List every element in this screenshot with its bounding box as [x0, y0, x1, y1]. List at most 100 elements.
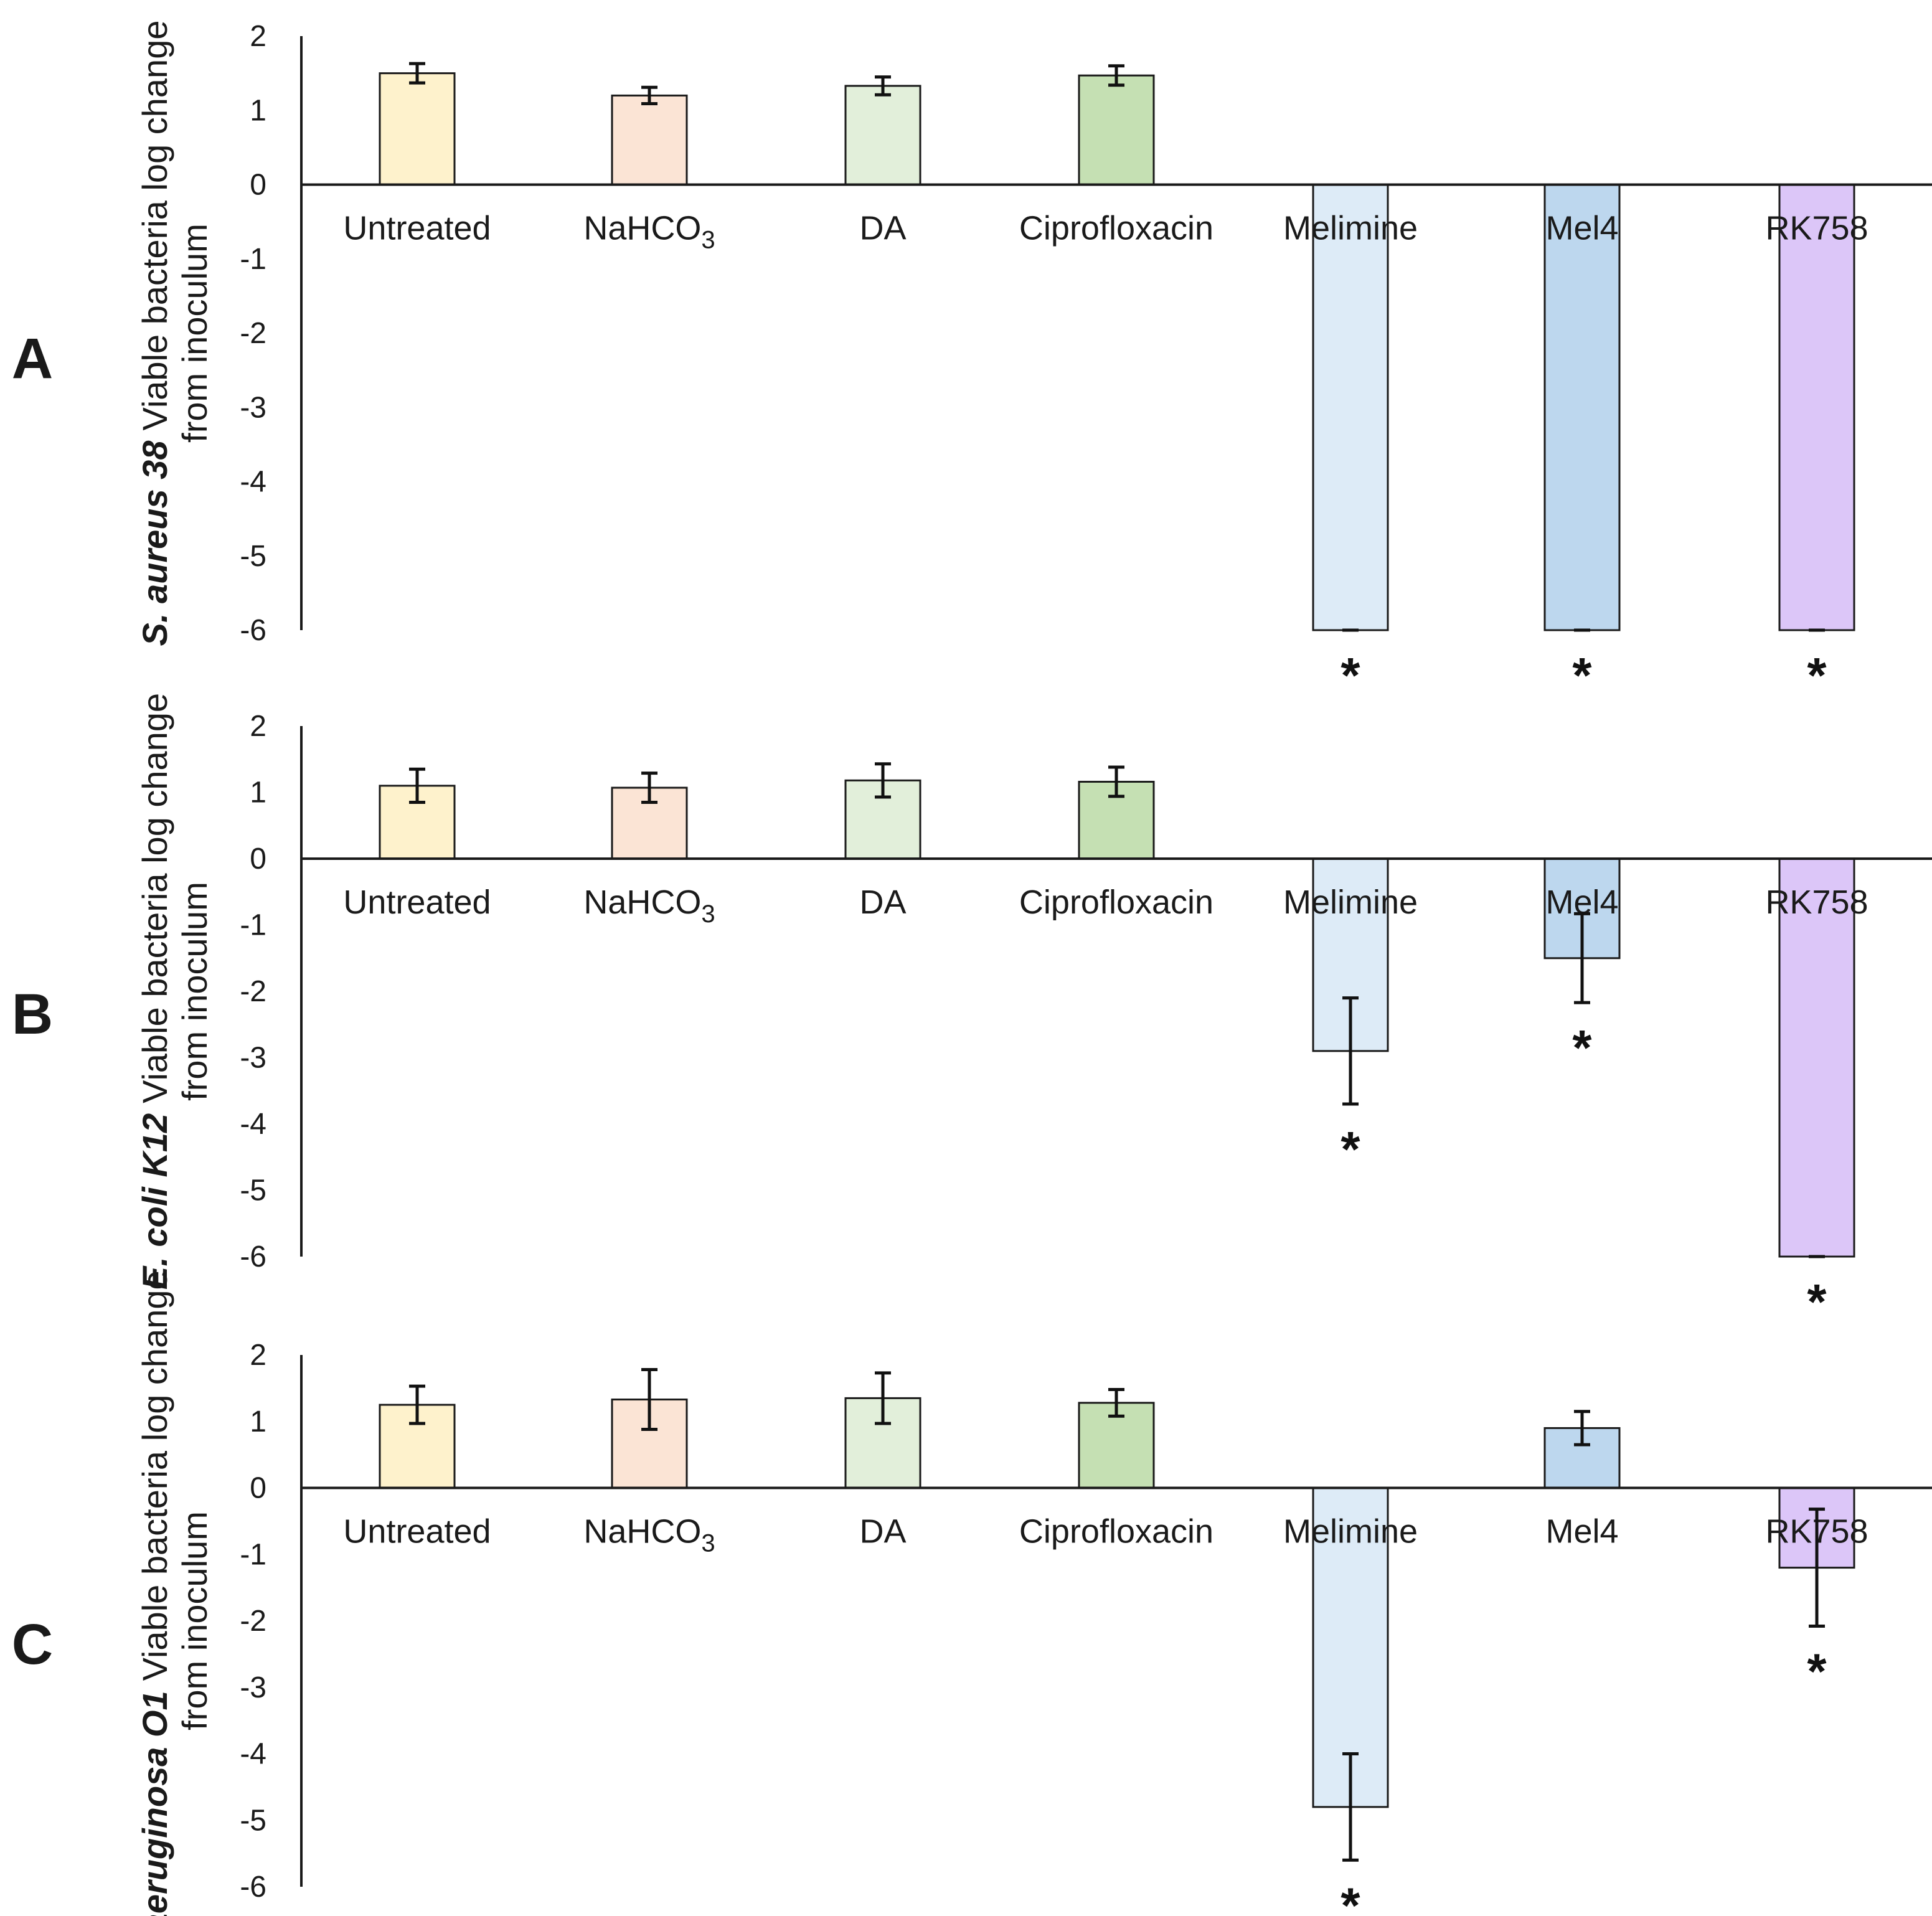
category-label-text: NaHCO [583, 210, 701, 247]
error-bar [641, 772, 657, 804]
category-label-text: DA [859, 210, 906, 247]
category-label-text: DA [859, 1513, 906, 1550]
error-bar [875, 762, 891, 799]
category-label-subscript: 3 [701, 900, 715, 928]
organism-name: E. coli K12 [135, 1113, 174, 1290]
y-tick-label: -6 [240, 614, 266, 647]
y-tick-label: 1 [250, 1405, 266, 1438]
y-axis-label-text: Viable bacteria log change [135, 693, 174, 1103]
significance-asterisk: * [1572, 648, 1592, 703]
y-tick-label: -5 [240, 1804, 266, 1837]
category-label-text: Ciprofloxacin [1019, 210, 1213, 247]
bar-mel4 [1543, 184, 1621, 631]
error-bar [409, 1384, 425, 1425]
category-label: NaHCO3 [583, 884, 715, 928]
y-tick-label: -6 [240, 1871, 266, 1904]
y-axis-label-text: Viable bacteria log change [135, 21, 174, 431]
category-label-subscript: 3 [701, 1530, 715, 1557]
category-label-text: Mel4 [1545, 210, 1618, 247]
significance-asterisk: * [1341, 648, 1360, 703]
error-bar [1108, 1388, 1124, 1418]
y-tick-label: -6 [240, 1240, 266, 1273]
y-axis-title: P. aeruginosa O1 Viable bacteria log chan… [135, 1270, 214, 1916]
organism-name: P. aeruginosa O1 [135, 1691, 174, 1916]
error-bar [1342, 996, 1359, 1106]
bar-da [844, 85, 921, 186]
error-bar [409, 767, 425, 804]
category-label-text: RK758 [1765, 884, 1868, 921]
y-tick-label: 2 [250, 1339, 266, 1372]
category-label: DA [859, 884, 906, 921]
category-label-text: Mel4 [1545, 1513, 1618, 1550]
y-axis-title-line2: from inoculum [175, 224, 214, 443]
category-label-text: NaHCO [583, 1513, 701, 1550]
category-label: NaHCO3 [583, 1513, 715, 1557]
bar-melimine [1312, 184, 1389, 631]
y-tick-label: 1 [250, 776, 266, 809]
y-tick-label: -3 [240, 1042, 266, 1075]
y-axis-title-line1: P. aeruginosa O1 Viable bacteria log chan… [135, 1270, 174, 1916]
y-tick-label: -3 [240, 1671, 266, 1704]
category-label: RK758 [1765, 884, 1868, 921]
y-axis-title: E. coli K12 Viable bacteria log changefro… [135, 693, 214, 1290]
y-tick-label: -1 [240, 243, 266, 276]
panels-container: AS. aureus 38Viable bacteria log changef… [12, 20, 1932, 1916]
category-label: Melimine [1283, 884, 1418, 921]
panel-A: A S. aureus 38 Viable bacteria log changef… [12, 20, 1932, 703]
category-label-text: RK758 [1765, 210, 1868, 247]
category-label-text: Melimine [1283, 884, 1418, 921]
error-bar [641, 1367, 657, 1432]
panel-C: C P. aeruginosa O1 Viable bacteria log cha… [12, 1270, 1932, 1916]
y-tick-label: 1 [250, 94, 266, 127]
category-label: Melimine [1283, 1513, 1418, 1550]
category-label: Untreated [343, 1513, 491, 1550]
panel-letter: C [12, 1613, 53, 1676]
y-tick-label: -2 [240, 317, 266, 350]
y-tick-label: -4 [240, 1738, 266, 1771]
error-bar [1574, 1410, 1590, 1446]
category-label-text: Untreated [343, 210, 491, 247]
category-label-text: Untreated [343, 1513, 491, 1550]
y-axis-label-text: Viable bacteria log change [135, 1270, 174, 1681]
category-label: DA [859, 1513, 906, 1550]
category-label-text: Melimine [1283, 1513, 1418, 1550]
category-label: Untreated [343, 884, 491, 921]
category-label-text: Ciprofloxacin [1019, 884, 1213, 921]
category-label-text: Untreated [343, 884, 491, 921]
category-label: RK758 [1765, 210, 1868, 247]
bar-ciprofloxacin [1078, 74, 1155, 186]
y-axis-title-line2: from inoculum [175, 1511, 214, 1730]
category-label: Ciprofloxacin [1019, 1513, 1213, 1550]
category-label-text: NaHCO [583, 884, 701, 921]
category-label: Ciprofloxacin [1019, 884, 1213, 921]
significance-asterisk: * [1341, 1121, 1360, 1177]
panel-letter: B [12, 983, 53, 1046]
y-axis-title-line2: from inoculum [175, 882, 214, 1101]
y-tick-label: -3 [240, 391, 266, 424]
panel-letter: A [12, 327, 53, 390]
error-bar [1108, 765, 1124, 798]
error-bar [1108, 64, 1124, 87]
y-tick-label: -2 [240, 975, 266, 1008]
error-bar [409, 62, 425, 85]
y-tick-label: -2 [240, 1605, 266, 1638]
category-label-subscript: 3 [701, 227, 715, 254]
y-axis-title-line1: E. coli K12 Viable bacteria log change [135, 693, 174, 1290]
y-tick-label: -4 [240, 1108, 266, 1141]
significance-asterisk: * [1341, 1877, 1360, 1916]
panel-B: B E. coli K12 Viable bacteria log changefr… [12, 693, 1932, 1329]
y-tick-label: -5 [240, 540, 266, 573]
category-label: Ciprofloxacin [1019, 210, 1213, 247]
y-tick-label: 2 [250, 20, 266, 53]
category-label-text: Ciprofloxacin [1019, 1513, 1213, 1550]
category-label: Mel4 [1545, 1513, 1618, 1550]
y-axis-title-line1: S. aureus 38 Viable bacteria log change [135, 21, 174, 646]
error-bar [1342, 1752, 1359, 1862]
category-label: Mel4 [1545, 210, 1618, 247]
y-tick-label: -4 [240, 466, 266, 499]
category-label-text: Melimine [1283, 210, 1418, 247]
significance-asterisk: * [1572, 1020, 1592, 1075]
category-label: Melimine [1283, 210, 1418, 247]
y-tick-label: -1 [240, 1538, 266, 1571]
y-tick-label: 0 [250, 842, 266, 875]
